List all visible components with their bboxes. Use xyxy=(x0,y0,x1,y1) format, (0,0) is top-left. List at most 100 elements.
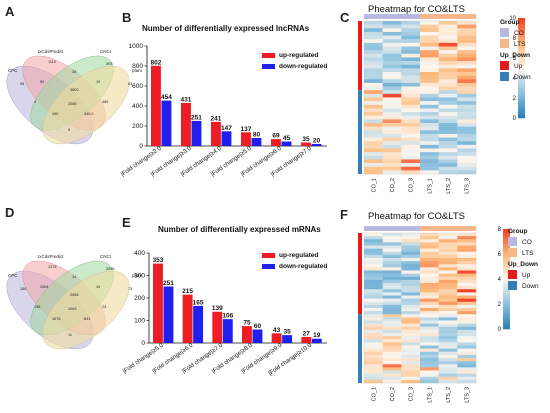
heatmap-cell xyxy=(364,101,383,105)
heatmap-cell xyxy=(382,79,402,84)
heatmap-cell xyxy=(401,320,421,324)
heatmap-cell xyxy=(382,86,402,91)
bar-down xyxy=(222,319,233,343)
heatmap-cell xyxy=(457,308,477,312)
heatmap-cell xyxy=(420,295,439,299)
heatmap-cell xyxy=(401,361,421,365)
heatmap-cell xyxy=(382,68,402,73)
heatmap-cell xyxy=(364,304,383,309)
heatmap-cell xyxy=(364,276,383,281)
heatmap-cell xyxy=(382,93,402,98)
heatmap-cell xyxy=(457,39,477,44)
heatmap-border xyxy=(363,232,477,384)
heatmap-cell xyxy=(382,104,402,109)
heatmap-cell xyxy=(438,248,458,252)
heatmap-cell xyxy=(382,35,402,40)
heatmap-cell xyxy=(420,308,439,312)
group-legend-title: Group xyxy=(500,19,520,26)
heatmap-cell xyxy=(401,333,421,337)
heatmap-cell xyxy=(438,264,458,268)
heatmap-cell xyxy=(382,90,402,95)
bar-value-label: 241 xyxy=(211,115,222,122)
heatmap-cell xyxy=(457,166,477,171)
heatmap-cell xyxy=(457,50,477,54)
heatmap-cell xyxy=(420,292,439,296)
heatmap-cell xyxy=(401,28,421,33)
heatmap-cell xyxy=(401,148,421,153)
heatmap-cell xyxy=(438,31,458,36)
heatmap-cell xyxy=(420,370,439,374)
panel-letter-a: A xyxy=(5,4,15,19)
heatmap-cell xyxy=(420,326,439,331)
heatmap-cell xyxy=(457,311,477,315)
heatmap-cell xyxy=(420,345,439,349)
heatmap-cell xyxy=(382,339,402,343)
colorbar-segment xyxy=(503,286,510,290)
heatmap-cell xyxy=(420,261,439,265)
heatmap-cell xyxy=(382,236,402,240)
heatmap-cell xyxy=(438,57,458,62)
heatmap-cell xyxy=(401,101,421,105)
heatmap-cell xyxy=(401,61,421,65)
heatmap-cell xyxy=(420,144,439,149)
heatmap-cell xyxy=(382,112,402,116)
bar-down xyxy=(161,100,172,146)
heatmap-column-label: CO_3 xyxy=(409,387,415,401)
bar-value-label: 20 xyxy=(313,138,321,145)
heatmap-cell xyxy=(382,351,402,356)
heatmap-cell xyxy=(382,123,402,127)
heatmap-cell xyxy=(420,351,439,356)
heatmap-cell xyxy=(438,21,458,25)
heatmap-cell xyxy=(420,248,439,252)
heatmap-cell xyxy=(438,163,458,167)
y-tick-label: 0 xyxy=(139,143,143,150)
heatmap-cell xyxy=(420,348,439,352)
venn-region-value: 95 xyxy=(20,82,24,86)
heatmap-cell xyxy=(364,320,383,324)
heatmap-cell xyxy=(401,364,421,368)
heatmap-cell xyxy=(382,273,402,277)
heatmap-cell xyxy=(364,354,383,359)
bar-value-label: 19 xyxy=(313,332,321,339)
heatmap-cell xyxy=(438,273,458,277)
heatmap-cell xyxy=(401,104,421,109)
heatmap-cell xyxy=(420,97,439,102)
heatmap-cell xyxy=(382,72,402,76)
heatmap-cell xyxy=(420,373,439,377)
panel-b: B Number of differentially expressed lnc… xyxy=(120,10,327,178)
heatmap-cell xyxy=(382,301,402,306)
heatmap-cell xyxy=(401,35,421,40)
heatmap-cell xyxy=(364,86,383,91)
heatmap-cell xyxy=(382,144,402,149)
heatmap-cell xyxy=(438,115,458,120)
colorbar-segment xyxy=(503,269,510,272)
colorbar-segment xyxy=(518,70,525,74)
heatmap-cell xyxy=(364,233,383,237)
heatmap-cell xyxy=(382,298,402,302)
heatmap-cell xyxy=(364,245,383,249)
heatmap-cell xyxy=(420,137,439,142)
bar-value-label: 137 xyxy=(241,126,252,133)
bar-value-label: 147 xyxy=(221,125,232,132)
heatmap-cell xyxy=(420,57,439,62)
heatmap-cell xyxy=(457,79,477,84)
heatmap-cell xyxy=(382,50,402,54)
heatmap-cell xyxy=(420,148,439,153)
heatmap-cell xyxy=(420,336,439,340)
heatmap-cell xyxy=(438,311,458,315)
group-annotation-cell xyxy=(420,14,439,19)
heatmap-cell xyxy=(401,264,421,268)
heatmap-cell xyxy=(382,329,402,334)
heatmap-cell xyxy=(420,251,439,256)
heatmap-cell xyxy=(457,126,477,131)
legend-swatch xyxy=(262,53,275,58)
bar-value-label: 27 xyxy=(303,330,311,337)
heatmap-cell xyxy=(420,155,439,160)
heatmap-cell xyxy=(420,236,439,240)
colorbar-segment xyxy=(503,304,510,307)
heatmap-cell xyxy=(401,351,421,356)
heatmap-cell xyxy=(382,155,402,160)
heatmap-cell xyxy=(382,57,402,62)
heatmap-cell xyxy=(420,101,439,105)
